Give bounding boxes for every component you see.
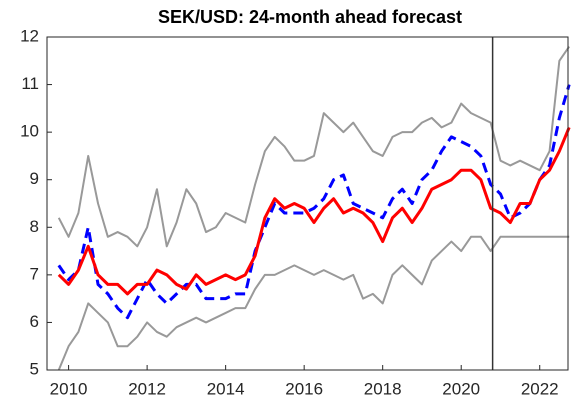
x-tick-label: 2012 [128, 379, 166, 398]
y-tick-label: 6 [30, 312, 39, 331]
series-line [57, 45, 571, 248]
x-tick-label: 2018 [364, 379, 402, 398]
y-tick-label: 11 [21, 74, 39, 93]
plot-area [47, 37, 568, 370]
y-tick-label: 5 [30, 359, 39, 378]
series-line [57, 126, 571, 296]
y-tick-label: 12 [20, 26, 39, 45]
x-tick-label: 2020 [442, 379, 480, 398]
y-tick-label: 7 [30, 264, 39, 283]
series-line [57, 84, 571, 320]
series-line [57, 235, 570, 371]
chart-title: SEK/USD: 24-month ahead forecast [158, 7, 462, 27]
y-tick-label: 10 [20, 122, 39, 141]
plot-frame [46, 36, 569, 371]
y-tick-label: 8 [30, 217, 39, 236]
x-tick-label: 2016 [285, 379, 323, 398]
y-tick-label: 9 [30, 169, 39, 188]
x-tick-label: 2014 [207, 379, 245, 398]
x-tick-label: 2022 [521, 379, 559, 398]
x-tick-label: 2010 [50, 379, 88, 398]
